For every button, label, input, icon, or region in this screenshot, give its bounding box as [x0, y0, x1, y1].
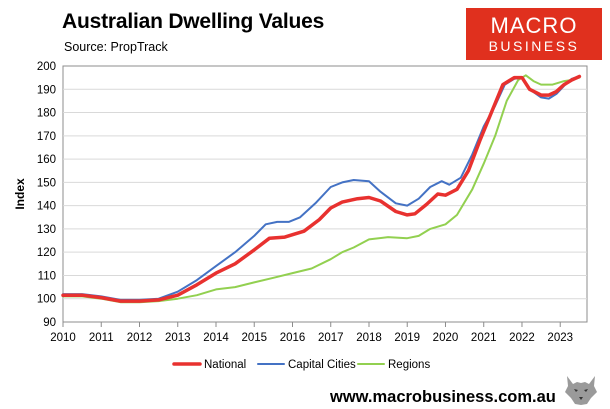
legend: National Capital Cities Regions — [172, 359, 430, 371]
series-line-national — [61, 74, 582, 303]
x-tick-label: 2015 — [241, 332, 267, 344]
x-tick-label: 2013 — [165, 332, 191, 344]
y-tick-label: 100 — [37, 294, 56, 306]
y-tick-label: 170 — [37, 131, 56, 143]
x-axis-ticks: 2010 2011 2012 2013 2014 2015 2016 2017 2018 2019… — [50, 322, 573, 344]
x-tick-label: 2018 — [356, 332, 382, 344]
x-tick-label: 2012 — [127, 332, 153, 344]
y-tick-label: 160 — [37, 154, 56, 166]
y-tick-label: 200 — [37, 61, 56, 73]
y-tick-label: 150 — [37, 177, 56, 189]
y-tick-label: 120 — [37, 247, 56, 259]
x-tick-label: 2014 — [203, 332, 229, 344]
legend-label-regions: Regions — [388, 359, 430, 371]
y-tick-label: 110 — [38, 270, 56, 282]
y-axis-ticks: 90 100 110 120 130 140 150 160 170 180 190 200 — [37, 61, 56, 329]
gridlines — [63, 88, 587, 300]
legend-label-national: National — [204, 359, 246, 371]
x-tick-label: 2016 — [280, 332, 306, 344]
series-lines — [61, 74, 582, 304]
x-tick-label: 2021 — [471, 332, 497, 344]
chart-title: Australian Dwelling Values — [62, 10, 325, 33]
y-tick-label: 90 — [43, 317, 56, 329]
series-line-regions — [62, 74, 581, 304]
y-tick-label: 130 — [37, 224, 56, 236]
chart-subtitle: Source: PropTrack — [64, 40, 168, 54]
x-tick-label: 2022 — [509, 332, 535, 344]
y-axis-label: Index — [13, 178, 27, 210]
x-tick-label: 2023 — [547, 332, 573, 344]
wolf-icon — [565, 376, 597, 405]
website-url: www.macrobusiness.com.au — [330, 388, 556, 406]
x-tick-label: 2010 — [50, 332, 76, 344]
y-tick-label: 140 — [37, 201, 56, 213]
y-tick-label: 180 — [37, 108, 56, 120]
logo-line2: BUSINESS — [488, 38, 580, 54]
x-tick-label: 2019 — [394, 332, 420, 344]
x-tick-label: 2011 — [89, 332, 114, 344]
macrobusiness-logo: MACRO BUSINESS — [466, 8, 602, 60]
x-tick-label: 2020 — [433, 332, 459, 344]
legend-label-capital-cities: Capital Cities — [288, 359, 356, 371]
x-tick-label: 2017 — [318, 332, 344, 344]
y-tick-label: 190 — [37, 84, 56, 96]
logo-line1: MACRO — [490, 13, 578, 38]
